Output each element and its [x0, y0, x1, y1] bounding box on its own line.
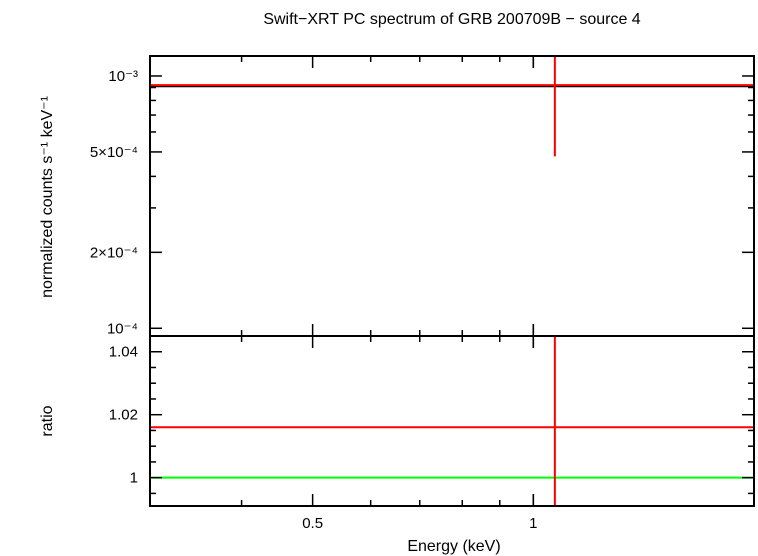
x-axis-label: Energy (keV)	[407, 538, 500, 555]
y-tick-label-top: 2×10⁻⁴	[90, 244, 138, 261]
y-axis-label-top: normalized counts s⁻¹ keV⁻¹	[39, 96, 56, 298]
y-tick-label-top: 10⁻⁴	[107, 320, 138, 337]
x-tick-label: 0.5	[302, 515, 323, 532]
chart-title: Swift−XRT PC spectrum of GRB 200709B − s…	[263, 11, 640, 28]
plot-frame-top	[149, 55, 755, 337]
y-tick-label-top: 5×10⁻⁴	[90, 144, 138, 161]
y-tick-label-top: 10⁻³	[108, 68, 138, 85]
y-axis-label-bottom: ratio	[39, 405, 56, 436]
y-tick-label-bottom: 1.02	[109, 407, 138, 424]
plot-frame-bottom	[149, 335, 755, 507]
y-tick-label-bottom: 1	[130, 470, 138, 487]
y-tick-label-bottom: 1.04	[109, 344, 138, 361]
x-tick-label: 1	[529, 515, 537, 532]
